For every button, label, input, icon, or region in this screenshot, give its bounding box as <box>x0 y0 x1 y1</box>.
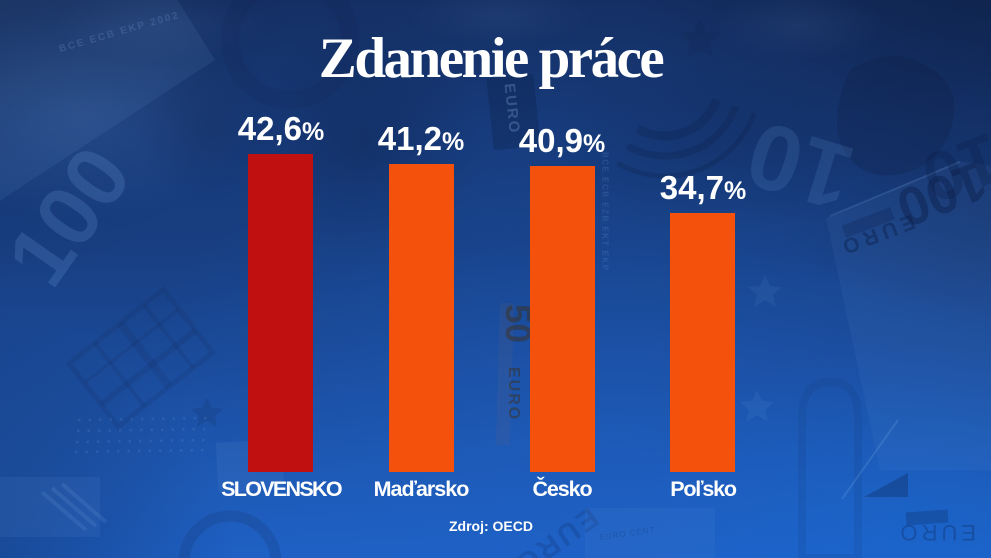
svg-text:EURO: EURO <box>501 82 523 135</box>
svg-text:EURO: EURO <box>505 367 522 421</box>
svg-text:EURO: EURO <box>896 520 976 545</box>
svg-text:BCE ECB EZB EKT EKP: BCE ECB EZB EKT EKP <box>601 152 610 272</box>
